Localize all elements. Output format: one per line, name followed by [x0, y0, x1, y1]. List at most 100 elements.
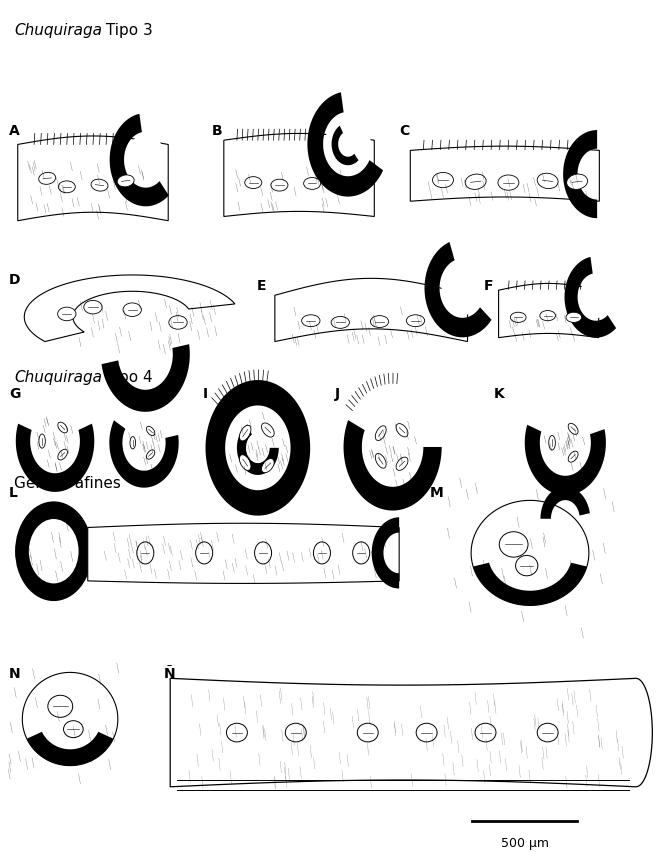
Polygon shape [275, 279, 468, 342]
Ellipse shape [516, 556, 538, 576]
Text: C: C [399, 125, 409, 138]
Ellipse shape [117, 176, 134, 188]
Text: M: M [430, 485, 443, 500]
Polygon shape [525, 426, 606, 496]
Ellipse shape [475, 723, 496, 742]
Polygon shape [27, 732, 114, 766]
Circle shape [137, 543, 154, 565]
Text: L: L [9, 485, 18, 500]
Polygon shape [206, 380, 310, 516]
Ellipse shape [58, 450, 68, 461]
Ellipse shape [540, 311, 556, 322]
Polygon shape [307, 93, 383, 197]
Polygon shape [424, 243, 491, 338]
Circle shape [353, 543, 370, 565]
Ellipse shape [537, 174, 558, 189]
Circle shape [254, 543, 271, 565]
Ellipse shape [285, 723, 306, 742]
Ellipse shape [271, 180, 288, 192]
Text: Ñ: Ñ [164, 666, 175, 680]
Polygon shape [471, 501, 589, 606]
Ellipse shape [406, 316, 424, 328]
Ellipse shape [130, 437, 135, 450]
Polygon shape [563, 131, 597, 219]
Text: E: E [256, 279, 266, 293]
Ellipse shape [567, 175, 587, 190]
Polygon shape [88, 524, 399, 583]
Text: Tipo 3: Tipo 3 [101, 22, 153, 38]
Polygon shape [564, 258, 616, 339]
Polygon shape [16, 424, 95, 492]
Text: Chuquiraga: Chuquiraga [14, 22, 102, 38]
Polygon shape [22, 673, 118, 766]
Ellipse shape [331, 317, 350, 329]
Circle shape [123, 416, 165, 470]
Ellipse shape [568, 451, 578, 462]
Ellipse shape [58, 308, 76, 322]
Ellipse shape [498, 176, 519, 191]
Ellipse shape [371, 316, 389, 328]
Ellipse shape [261, 459, 274, 473]
Text: J: J [335, 386, 340, 401]
Polygon shape [473, 563, 587, 606]
Ellipse shape [239, 426, 251, 441]
Circle shape [325, 115, 371, 175]
Ellipse shape [568, 424, 578, 435]
Ellipse shape [48, 695, 73, 717]
Polygon shape [224, 134, 374, 218]
Text: F: F [484, 279, 493, 293]
Circle shape [126, 135, 166, 186]
Polygon shape [24, 276, 235, 342]
Text: 500 μm: 500 μm [501, 836, 549, 849]
Ellipse shape [64, 721, 83, 738]
Circle shape [29, 519, 79, 583]
Polygon shape [499, 284, 599, 339]
Ellipse shape [396, 424, 408, 438]
Ellipse shape [465, 175, 486, 190]
Circle shape [196, 543, 213, 565]
Circle shape [16, 502, 92, 601]
Polygon shape [332, 126, 359, 166]
Text: K: K [493, 386, 504, 401]
Circle shape [31, 410, 79, 473]
Ellipse shape [239, 456, 251, 471]
Polygon shape [110, 114, 169, 207]
Text: Género afines: Género afines [14, 475, 122, 490]
Circle shape [246, 433, 269, 463]
Ellipse shape [147, 426, 155, 436]
Circle shape [340, 134, 357, 156]
Text: A: A [9, 125, 20, 138]
Ellipse shape [169, 316, 187, 330]
Text: Tipo 4: Tipo 4 [101, 369, 153, 385]
Text: B: B [212, 125, 223, 138]
Ellipse shape [537, 723, 558, 742]
Ellipse shape [147, 450, 155, 460]
Circle shape [120, 322, 170, 387]
Circle shape [442, 262, 484, 316]
Text: I: I [203, 386, 208, 401]
Ellipse shape [499, 532, 528, 558]
Text: Chuquiraga: Chuquiraga [14, 369, 102, 385]
Ellipse shape [39, 434, 45, 449]
Ellipse shape [375, 454, 386, 468]
Circle shape [313, 543, 330, 565]
Ellipse shape [227, 723, 248, 742]
Ellipse shape [39, 173, 56, 185]
Ellipse shape [549, 436, 555, 450]
Polygon shape [541, 487, 590, 519]
Circle shape [579, 276, 612, 319]
Ellipse shape [396, 457, 408, 471]
Ellipse shape [123, 304, 141, 317]
Polygon shape [410, 147, 599, 202]
Ellipse shape [432, 173, 453, 189]
Ellipse shape [58, 422, 68, 433]
Polygon shape [109, 421, 179, 488]
Circle shape [541, 411, 590, 475]
Ellipse shape [58, 182, 76, 194]
Polygon shape [18, 136, 168, 222]
Polygon shape [344, 421, 442, 511]
Text: H: H [121, 386, 133, 401]
Ellipse shape [302, 316, 320, 328]
Ellipse shape [416, 723, 437, 742]
Polygon shape [372, 518, 399, 589]
